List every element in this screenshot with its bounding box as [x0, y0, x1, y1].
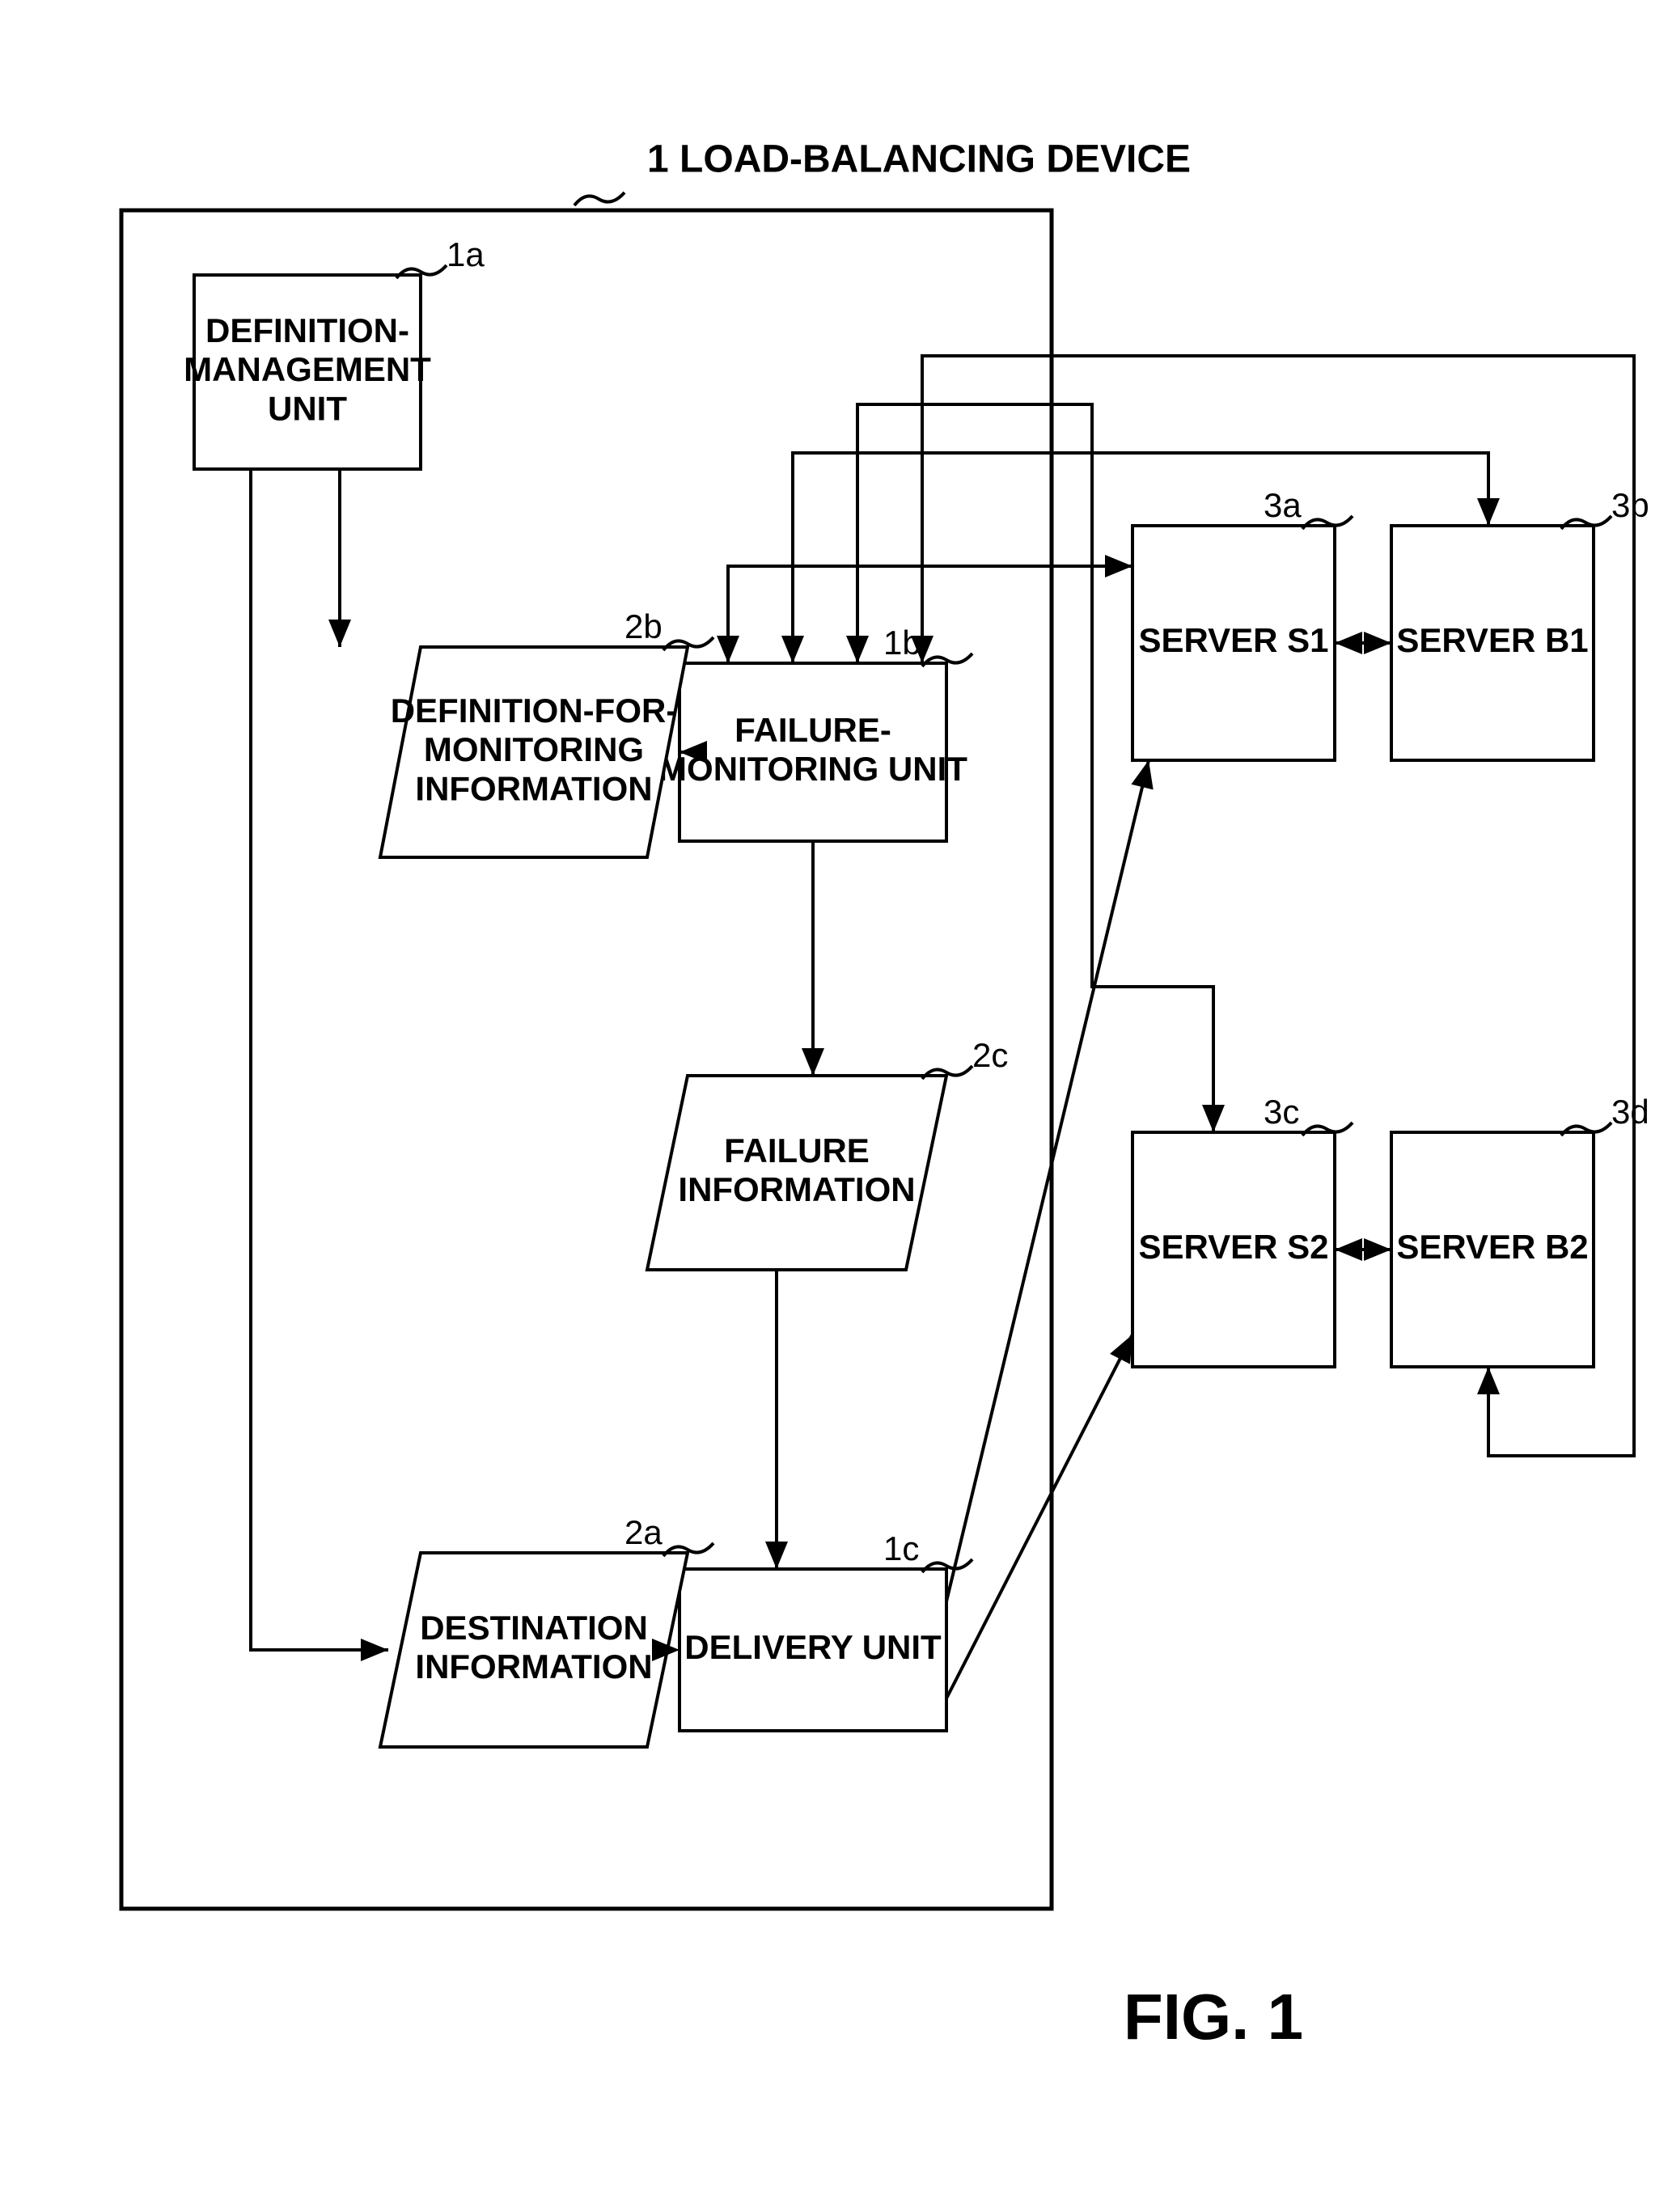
svg-text:DEFINITION-: DEFINITION- — [205, 311, 409, 349]
svg-text:FAILURE-: FAILURE- — [735, 711, 891, 749]
svg-text:1 LOAD-BALANCING DEVICE: 1 LOAD-BALANCING DEVICE — [647, 138, 1191, 181]
svg-text:INFORMATION: INFORMATION — [415, 1647, 652, 1685]
svg-text:DELIVERY UNIT: DELIVERY UNIT — [684, 1628, 942, 1666]
svg-text:2a: 2a — [624, 1513, 663, 1551]
svg-text:UNIT: UNIT — [268, 389, 347, 427]
svg-text:INFORMATION: INFORMATION — [678, 1170, 915, 1208]
svg-text:SERVER B2: SERVER B2 — [1396, 1228, 1588, 1266]
svg-text:3b: 3b — [1611, 486, 1649, 524]
svg-text:SERVER S2: SERVER S2 — [1139, 1228, 1329, 1266]
svg-text:SERVER S1: SERVER S1 — [1139, 621, 1329, 659]
svg-text:SERVER B1: SERVER B1 — [1396, 621, 1588, 659]
svg-text:3a: 3a — [1264, 486, 1302, 524]
svg-text:1a: 1a — [447, 235, 485, 273]
svg-text:DEFINITION-FOR-: DEFINITION-FOR- — [391, 692, 678, 730]
svg-text:FIG. 1: FIG. 1 — [1124, 1981, 1303, 2053]
svg-text:DESTINATION: DESTINATION — [420, 1609, 648, 1647]
svg-text:MONITORING: MONITORING — [424, 730, 644, 768]
svg-text:3c: 3c — [1264, 1093, 1299, 1131]
svg-text:2c: 2c — [972, 1036, 1008, 1074]
svg-text:FAILURE: FAILURE — [724, 1131, 870, 1169]
svg-text:2b: 2b — [624, 607, 663, 645]
svg-text:INFORMATION: INFORMATION — [415, 769, 652, 807]
svg-text:1c: 1c — [883, 1529, 919, 1567]
svg-text:MANAGEMENT: MANAGEMENT — [184, 350, 431, 388]
svg-text:3d: 3d — [1611, 1093, 1649, 1131]
